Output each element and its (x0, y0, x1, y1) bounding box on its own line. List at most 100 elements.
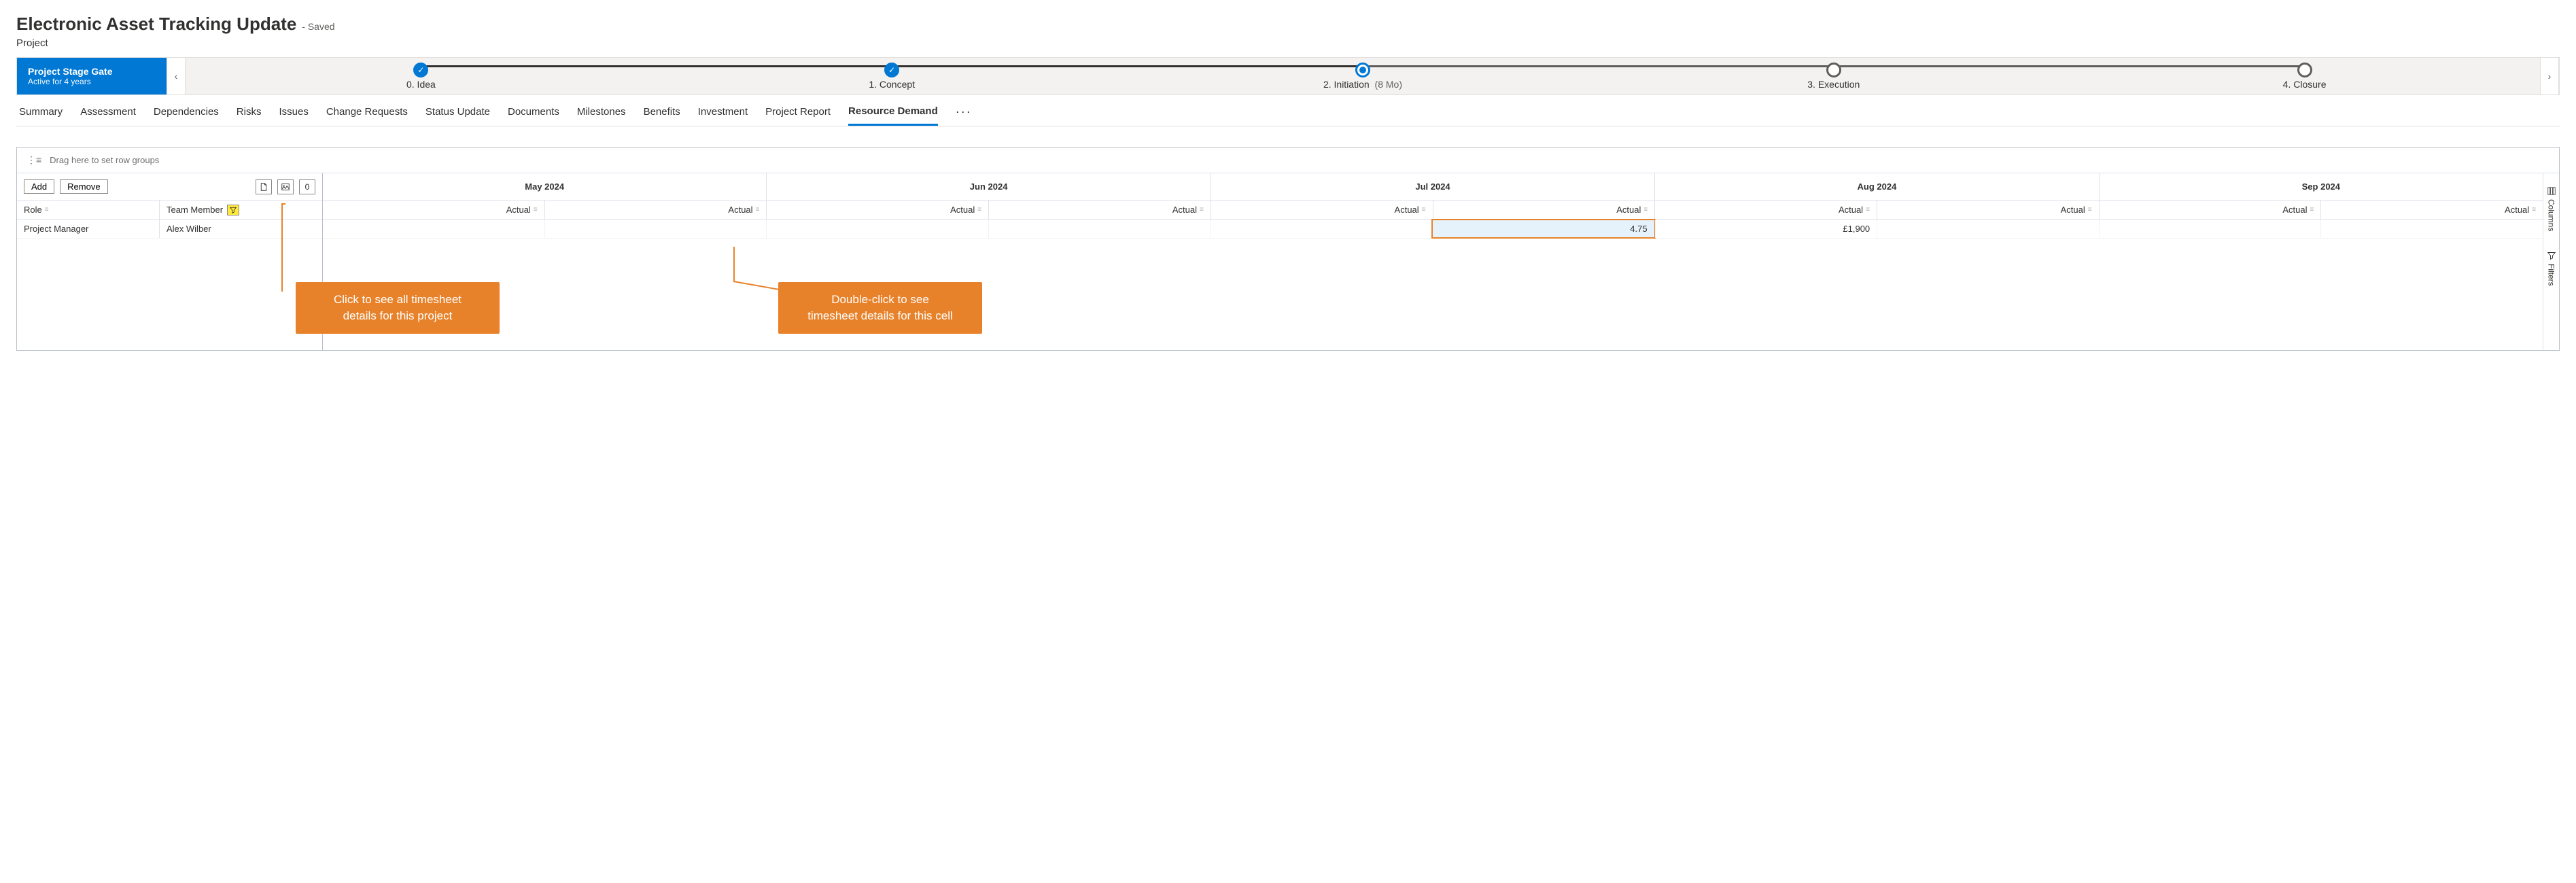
grid-right-pane: May 2024Jun 2024Jul 2024Aug 2024Sep 2024… (323, 173, 2543, 350)
actual-header-label: Actual (2061, 205, 2085, 215)
data-cell[interactable]: £1,900 (1655, 220, 1877, 238)
sort-handle-icon: ≡ (45, 206, 49, 213)
resource-demand-grid: ⋮≡ Drag here to set row groups Add Remov… (16, 147, 2560, 351)
data-cell[interactable]: 4.75 (1431, 219, 1656, 239)
actual-column-header[interactable]: Actual≡ (2099, 201, 2321, 219)
member-column-header[interactable]: Team Member (160, 201, 322, 219)
stage-next-button[interactable]: › (2540, 58, 2559, 94)
member-header-label: Team Member (167, 205, 223, 215)
saved-status: - Saved (302, 21, 334, 32)
role-header-label: Role (24, 205, 42, 215)
tab-change-requests[interactable]: Change Requests (326, 106, 408, 124)
sort-handle-icon: ≡ (2532, 206, 2536, 213)
month-header[interactable]: May 2024 (323, 173, 766, 200)
actual-column-header[interactable]: Actual≡ (1433, 201, 1655, 219)
check-icon: ✓ (413, 63, 428, 77)
tab-summary[interactable]: Summary (19, 106, 63, 124)
grid-side-panel: Columns Filters (2543, 173, 2559, 350)
stage-item-3[interactable]: 3. Execution (1598, 63, 2069, 90)
actual-column-header[interactable]: Actual≡ (544, 201, 767, 219)
data-cell[interactable] (323, 220, 544, 238)
callout-left-line2: details for this project (343, 309, 453, 322)
actual-column-header[interactable]: Actual≡ (988, 201, 1211, 219)
stages-track: ✓ 0. Idea ✓1. Concept2. Initiation (8 Mo)3… (186, 58, 2540, 94)
data-cell[interactable] (544, 220, 767, 238)
data-cell[interactable] (1877, 220, 2099, 238)
page-title: Electronic Asset Tracking Update (16, 14, 296, 35)
tab-status-update[interactable]: Status Update (425, 106, 490, 124)
stage-label: 4. Closure (2283, 79, 2327, 90)
role-column-header[interactable]: Role ≡ (17, 201, 160, 219)
callout-right-line2: timesheet details for this cell (807, 309, 953, 322)
data-cell[interactable] (2099, 220, 2321, 238)
actual-column-header[interactable]: Actual≡ (1654, 201, 1877, 219)
month-header[interactable]: Aug 2024 (1654, 173, 2098, 200)
month-header[interactable]: Sep 2024 (2099, 173, 2543, 200)
month-header[interactable]: Jun 2024 (766, 173, 1210, 200)
tab-benefits[interactable]: Benefits (644, 106, 680, 124)
tab-milestones[interactable]: Milestones (577, 106, 626, 124)
callout-right: Double-click to see timesheet details fo… (778, 282, 982, 334)
callout-left: Click to see all timesheet details for t… (296, 282, 500, 334)
stage-item-1[interactable]: ✓1. Concept (657, 63, 1128, 90)
stage-duration: (8 Mo) (1372, 79, 1402, 90)
stage-item-0[interactable]: ✓ 0. Idea (186, 63, 657, 90)
tab-project-report[interactable]: Project Report (765, 106, 831, 124)
data-cell[interactable] (2320, 220, 2543, 238)
actual-column-header[interactable]: Actual≡ (2320, 201, 2543, 219)
role-cell: Project Manager (17, 220, 160, 238)
group-drop-zone[interactable]: ⋮≡ Drag here to set row groups (17, 148, 2559, 173)
stage-label: 0. Idea (406, 79, 436, 90)
image-toggle-button[interactable] (277, 179, 294, 194)
stage-item-4[interactable]: 4. Closure (2069, 63, 2540, 90)
actual-header-label: Actual (2282, 205, 2307, 215)
stage-item-2[interactable]: 2. Initiation (8 Mo) (1128, 63, 1599, 90)
actual-header-label: Actual (1616, 205, 1641, 215)
actual-header-label: Actual (1395, 205, 1419, 215)
actual-column-header[interactable]: Actual≡ (1211, 201, 1433, 219)
stage-gate-title: Project Stage Gate (28, 66, 156, 77)
tab-investment[interactable]: Investment (698, 106, 748, 124)
grid-toolbar: Add Remove 0 (17, 173, 322, 201)
columns-panel-toggle[interactable]: Columns (2547, 187, 2556, 231)
timesheet-details-button[interactable] (256, 179, 272, 194)
sort-handle-icon: ≡ (1200, 206, 1204, 213)
stage-circle-icon (1355, 63, 1370, 77)
tab-documents[interactable]: Documents (508, 106, 559, 124)
tab-dependencies[interactable]: Dependencies (154, 106, 219, 124)
actual-column-header[interactable]: Actual≡ (1877, 201, 2099, 219)
month-headers: May 2024Jun 2024Jul 2024Aug 2024Sep 2024 (323, 173, 2543, 201)
filters-panel-toggle[interactable]: Filters (2547, 252, 2556, 286)
actual-header-label: Actual (1839, 205, 1863, 215)
member-cell: Alex Wilber (160, 220, 322, 238)
stage-circle-icon (1826, 63, 1841, 77)
add-button[interactable]: Add (24, 179, 54, 194)
group-drop-hint: Drag here to set row groups (50, 155, 159, 165)
stage-prev-button[interactable]: ‹ (167, 58, 186, 94)
tabs-row: Summary Assessment Dependencies Risks Issues… (16, 95, 2560, 126)
stage-label: 1. Concept (869, 79, 915, 90)
actual-column-header[interactable]: Actual≡ (766, 201, 988, 219)
tab-resource-demand[interactable]: Resource Demand (848, 105, 938, 126)
filters-panel-label: Filters (2547, 264, 2556, 286)
remove-button[interactable]: Remove (60, 179, 107, 194)
data-cell[interactable] (1210, 220, 1432, 238)
tab-risks[interactable]: Risks (237, 106, 262, 124)
tab-issues[interactable]: Issues (279, 106, 308, 124)
callout-connector-left (281, 203, 283, 292)
filter-active-icon[interactable] (227, 205, 239, 215)
grid-left-pane: Add Remove 0 Role ≡ Team Member (17, 173, 323, 350)
month-header[interactable]: Jul 2024 (1211, 173, 1654, 200)
data-cell[interactable] (766, 220, 988, 238)
actual-header-label: Actual (2505, 205, 2529, 215)
filter-icon (2547, 252, 2556, 260)
actual-column-header[interactable]: Actual≡ (323, 201, 544, 219)
callout-connector-left-h (281, 203, 285, 205)
tab-assessment[interactable]: Assessment (80, 106, 136, 124)
table-row[interactable]: Project ManagerAlex Wilber (17, 220, 322, 239)
tabs-overflow-button[interactable]: ··· (956, 105, 972, 126)
zero-toggle-button[interactable]: 0 (299, 179, 315, 194)
callout-left-line1: Click to see all timesheet (334, 293, 462, 306)
data-cell[interactable] (988, 220, 1211, 238)
columns-icon (2547, 187, 2556, 195)
